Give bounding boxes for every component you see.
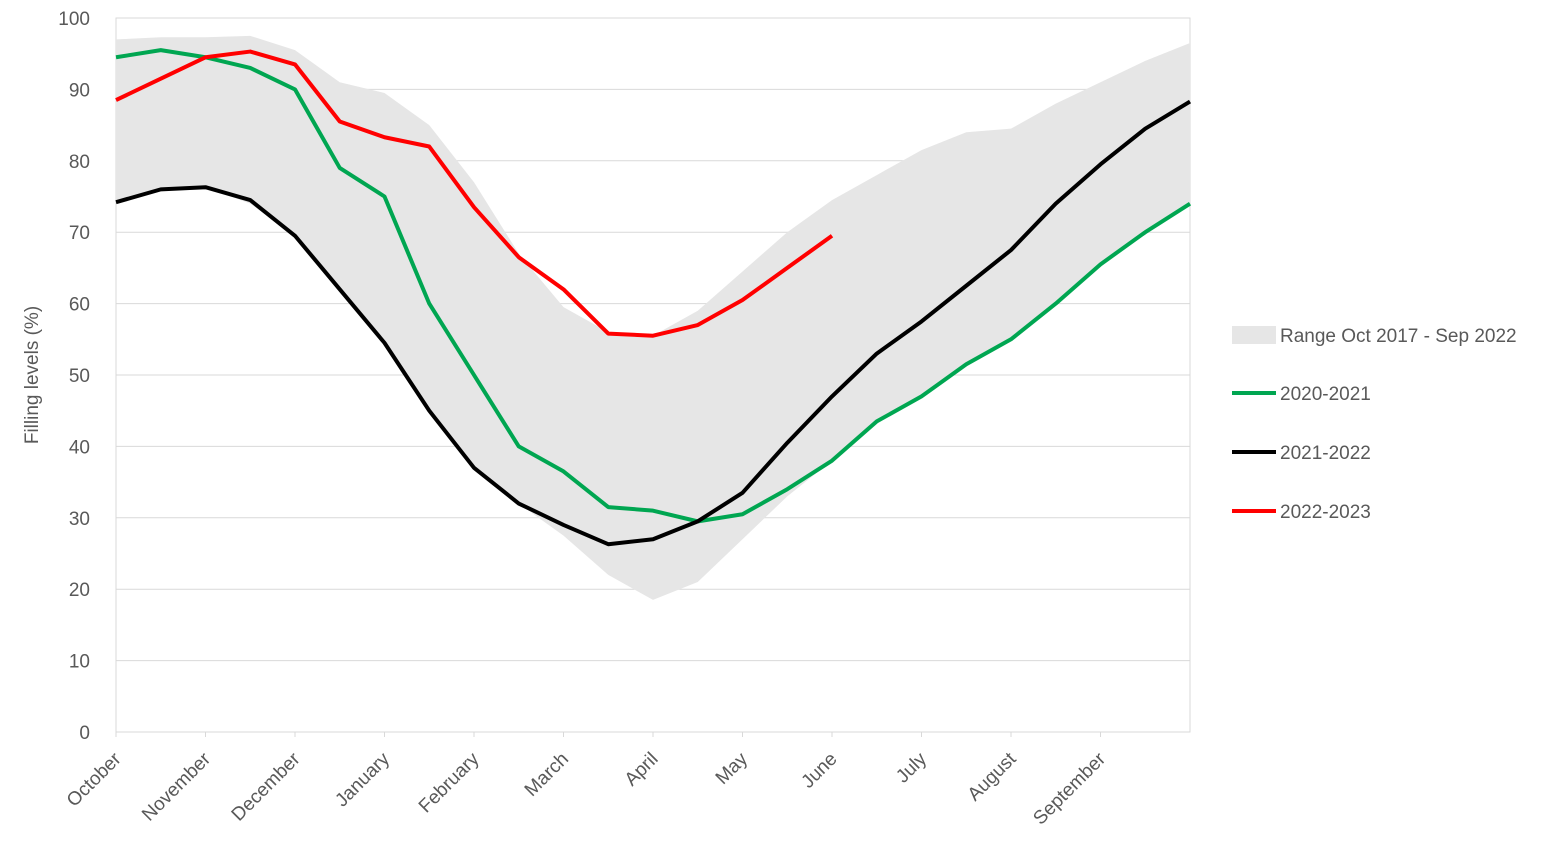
series-line xyxy=(115,48,1192,524)
x-tick-label: January xyxy=(331,748,394,811)
x-tick-label: September xyxy=(1029,748,1110,829)
x-tick-label: December xyxy=(228,748,305,825)
y-tick-label: 50 xyxy=(69,366,90,387)
legend-label: 2020-2021 xyxy=(1280,384,1371,405)
y-tick-label: 100 xyxy=(58,9,90,30)
legend-label: 2021-2022 xyxy=(1280,443,1371,464)
y-tick-label: 10 xyxy=(69,652,90,673)
y-tick-label: 20 xyxy=(69,580,90,601)
y-tick-label: 80 xyxy=(69,152,90,173)
y-tick-label: 0 xyxy=(79,723,90,744)
x-tick-label: March xyxy=(521,749,573,801)
x-tick-label: June xyxy=(798,749,842,793)
y-axis-label: Filling levels (%) xyxy=(22,306,43,444)
y-tick-label: 70 xyxy=(69,223,90,244)
y-tick-label: 30 xyxy=(69,509,90,530)
legend-swatch xyxy=(1232,326,1276,344)
y-tick-label: 90 xyxy=(69,80,90,101)
range-area xyxy=(116,35,1190,600)
x-tick-label: May xyxy=(712,748,753,789)
y-tick-label: 60 xyxy=(69,295,90,316)
x-tick-label: August xyxy=(964,748,1021,805)
x-tick-label: April xyxy=(621,749,663,791)
series-line xyxy=(115,49,834,338)
x-tick-label: February xyxy=(415,748,484,817)
y-tick-label: 40 xyxy=(69,437,90,458)
x-tick-label: November xyxy=(138,748,215,825)
series-line xyxy=(115,99,1192,547)
x-tick-label: October xyxy=(63,748,126,811)
legend-label: Range Oct 2017 - Sep 2022 xyxy=(1280,326,1517,347)
x-tick-label: July xyxy=(892,748,931,787)
legend-label: 2022-2023 xyxy=(1280,502,1371,523)
